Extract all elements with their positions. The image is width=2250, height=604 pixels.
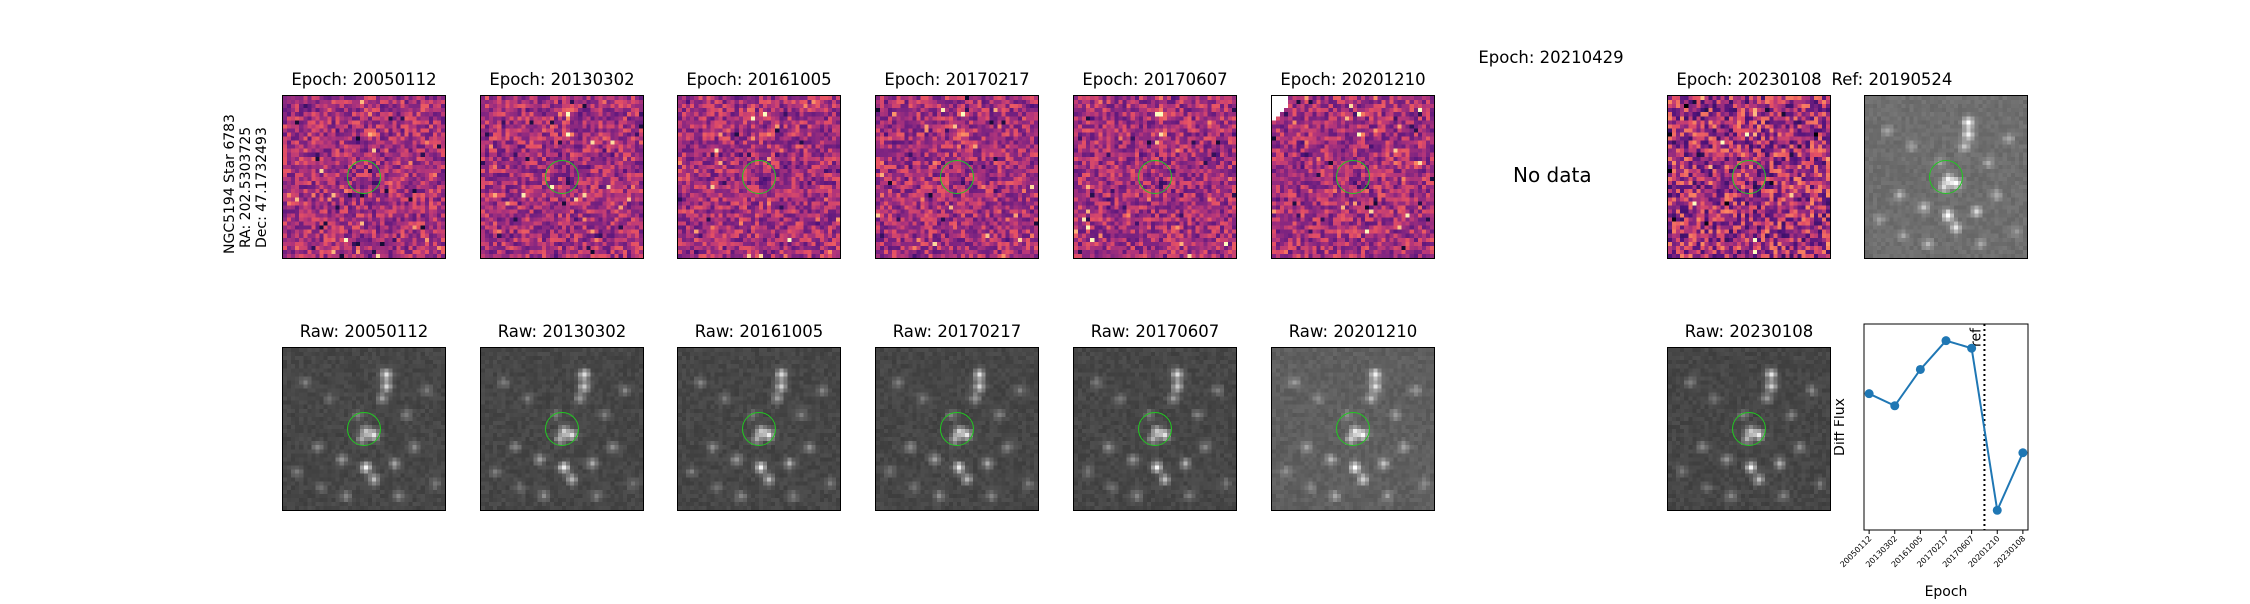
data-point	[2018, 448, 2028, 458]
data-point	[1915, 364, 1925, 374]
aperture-circle	[742, 160, 776, 194]
raw-panel-title: Raw: 20161005	[694, 322, 824, 341]
raw-panel-title: Raw: 20230108	[1684, 322, 1814, 341]
aperture-circle	[742, 412, 776, 446]
diff-image-panel	[480, 95, 644, 259]
raw-panel-title: Raw: 20170607	[1090, 322, 1220, 341]
y-axis-label: Diff Flux	[1834, 398, 1848, 456]
raw-image-panel	[1271, 347, 1435, 511]
raw-panel-title: Raw: 20050112	[299, 322, 429, 341]
aperture-circle	[1929, 160, 1963, 194]
raw-image-panel	[1073, 347, 1237, 511]
star-dec: Dec: 47.1732493	[254, 127, 270, 248]
data-point	[1992, 505, 2002, 515]
diff-panel-title: Epoch: 20161005	[686, 70, 832, 89]
raw-panel-title: Raw: 20170217	[892, 322, 1022, 341]
diff-image-panel	[282, 95, 446, 259]
aperture-circle	[545, 412, 579, 446]
series-line	[1868, 339, 2024, 514]
diff-panel-title: Epoch: 20170607	[1082, 70, 1228, 89]
aperture-circle	[347, 160, 381, 194]
raw-image-panel	[677, 347, 841, 511]
aperture-circle	[1732, 412, 1766, 446]
aperture-circle	[347, 412, 381, 446]
raw-panel-title: Raw: 20201210	[1288, 322, 1418, 341]
data-point	[1890, 401, 1900, 411]
diff-image-panel	[1667, 95, 1831, 259]
aperture-circle	[940, 412, 974, 446]
diff-image-panel	[677, 95, 841, 259]
light-curve-svg: 2005011220130302201610052017021720170607…	[1832, 323, 2029, 600]
plot-frame	[1863, 323, 2029, 531]
raw-image-panel	[282, 347, 446, 511]
raw-image-panel	[875, 347, 1039, 511]
diff-image-panel	[875, 95, 1039, 259]
diff-panel-title: Epoch: 20230108	[1676, 70, 1822, 89]
aperture-circle	[1732, 160, 1766, 194]
data-point	[1864, 389, 1874, 399]
no-data-placeholder: No data	[1513, 163, 1592, 187]
diff-panel-title: Epoch: 20170217	[884, 70, 1030, 89]
diff-image-panel	[1073, 95, 1237, 259]
raw-image-panel	[1667, 347, 1831, 511]
data-point	[1967, 343, 1977, 353]
aperture-circle	[545, 160, 579, 194]
star-ra: RA: 202.5303725	[238, 126, 254, 248]
diff-panel-title: Epoch: 20201210	[1280, 70, 1426, 89]
diff-image-panel	[1271, 95, 1435, 259]
diff-panel-title: Epoch: 20130302	[489, 70, 635, 89]
diff-panel-title: Epoch: 20050112	[291, 70, 437, 89]
ref-image-panel	[1864, 95, 2028, 259]
diff-panel-title: Epoch: 20210429	[1478, 48, 1624, 67]
ref-panel-title: Ref: 20190524	[1831, 70, 1953, 89]
aperture-circle	[1138, 160, 1172, 194]
x-axis-label: Epoch	[1925, 584, 1968, 600]
aperture-circle	[1336, 160, 1370, 194]
aperture-circle	[940, 160, 974, 194]
reference-label: ref	[1968, 327, 1984, 347]
data-point	[1941, 336, 1951, 346]
star-name: NGC5194 Star 6783	[222, 114, 238, 254]
light-curve-chart: 20050112 20130302 20161005 20170217 20170607…	[1832, 318, 2054, 600]
aperture-circle	[1336, 412, 1370, 446]
raw-panel-title: Raw: 20130302	[497, 322, 627, 341]
aperture-circle	[1138, 412, 1172, 446]
raw-image-panel	[480, 347, 644, 511]
